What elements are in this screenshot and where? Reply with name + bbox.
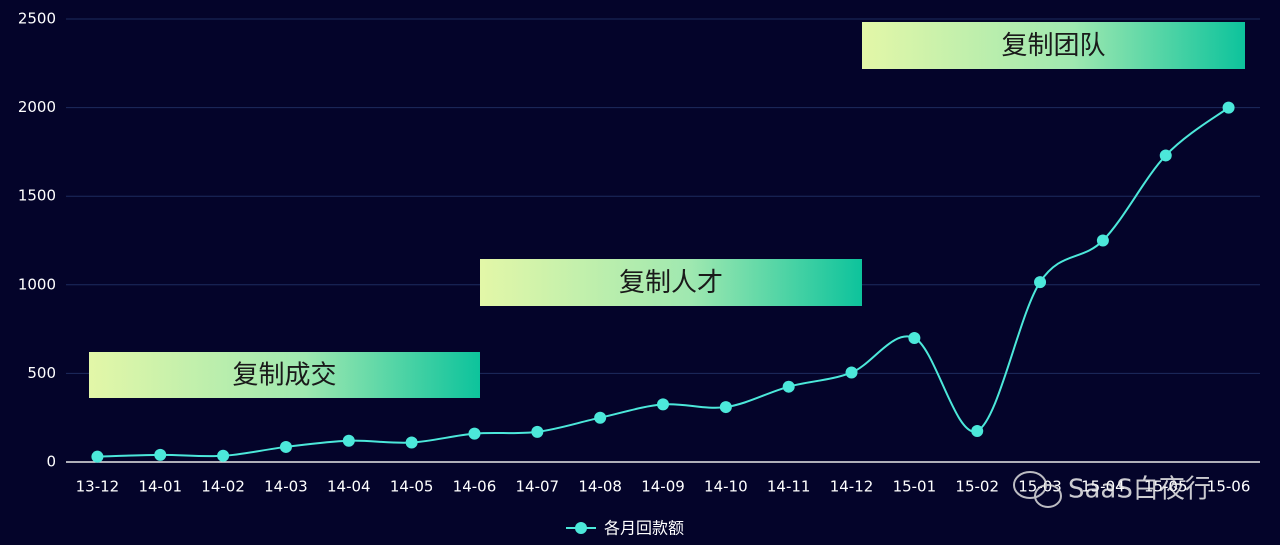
x-tick-label: 14-06 — [453, 478, 497, 496]
y-tick-label: 1500 — [18, 187, 56, 205]
x-tick-label: 14-03 — [264, 478, 308, 496]
y-tick-label: 0 — [46, 453, 56, 471]
point — [468, 427, 481, 440]
x-tick-label: 14-04 — [327, 478, 371, 496]
point — [91, 450, 104, 463]
point — [1096, 234, 1109, 247]
x-tick-label: 14-07 — [516, 478, 560, 496]
watermark: SaaS白夜行 — [1013, 471, 1211, 508]
annotation-box — [480, 259, 862, 306]
y-tick-label: 1000 — [18, 275, 56, 293]
point — [279, 440, 292, 453]
y-tick-label: 2000 — [18, 98, 56, 116]
x-tick-label: 15-05 — [1144, 478, 1188, 496]
x-tick-label: 15-04 — [1081, 478, 1125, 496]
point — [1034, 276, 1047, 289]
legend-marker — [575, 522, 587, 534]
x-tick-label: 14-11 — [767, 478, 811, 496]
x-tick-label: 14-05 — [390, 478, 434, 496]
x-tick-label: 13-12 — [76, 478, 120, 496]
x-tick-label: 15-02 — [955, 478, 999, 496]
x-tick-label: 14-10 — [704, 478, 748, 496]
annotation-box — [862, 22, 1245, 69]
point — [971, 424, 984, 437]
x-tick-label: 15-01 — [893, 478, 937, 496]
y-tick-label: 2500 — [18, 10, 56, 28]
watermark-icon — [1034, 484, 1062, 508]
annotation-text: 复制团队 — [1001, 31, 1105, 61]
x-tick-label: 15-06 — [1207, 478, 1251, 496]
point — [405, 436, 418, 449]
point — [845, 366, 858, 379]
x-tick-label: 14-02 — [201, 478, 245, 496]
legend-label: 各月回款额 — [604, 519, 684, 538]
point — [719, 401, 732, 414]
x-tick-label: 14-08 — [578, 478, 622, 496]
annotation-text: 复制成交 — [232, 361, 336, 391]
point — [908, 331, 921, 344]
point — [154, 448, 167, 461]
x-tick-label: 14-12 — [830, 478, 874, 496]
annotation-box — [89, 352, 480, 398]
point — [1159, 149, 1172, 162]
point — [657, 398, 669, 411]
annotation-text: 复制人才 — [619, 268, 723, 298]
point — [531, 425, 544, 438]
point — [1222, 101, 1235, 114]
point — [782, 380, 795, 393]
point — [342, 434, 355, 447]
watermark-text: SaaS白夜行 — [1068, 475, 1211, 505]
point — [594, 411, 607, 424]
point — [217, 449, 230, 462]
x-tick-label: 14-01 — [138, 478, 182, 496]
y-tick-label: 500 — [27, 364, 56, 382]
x-tick-label: 14-09 — [641, 478, 685, 496]
